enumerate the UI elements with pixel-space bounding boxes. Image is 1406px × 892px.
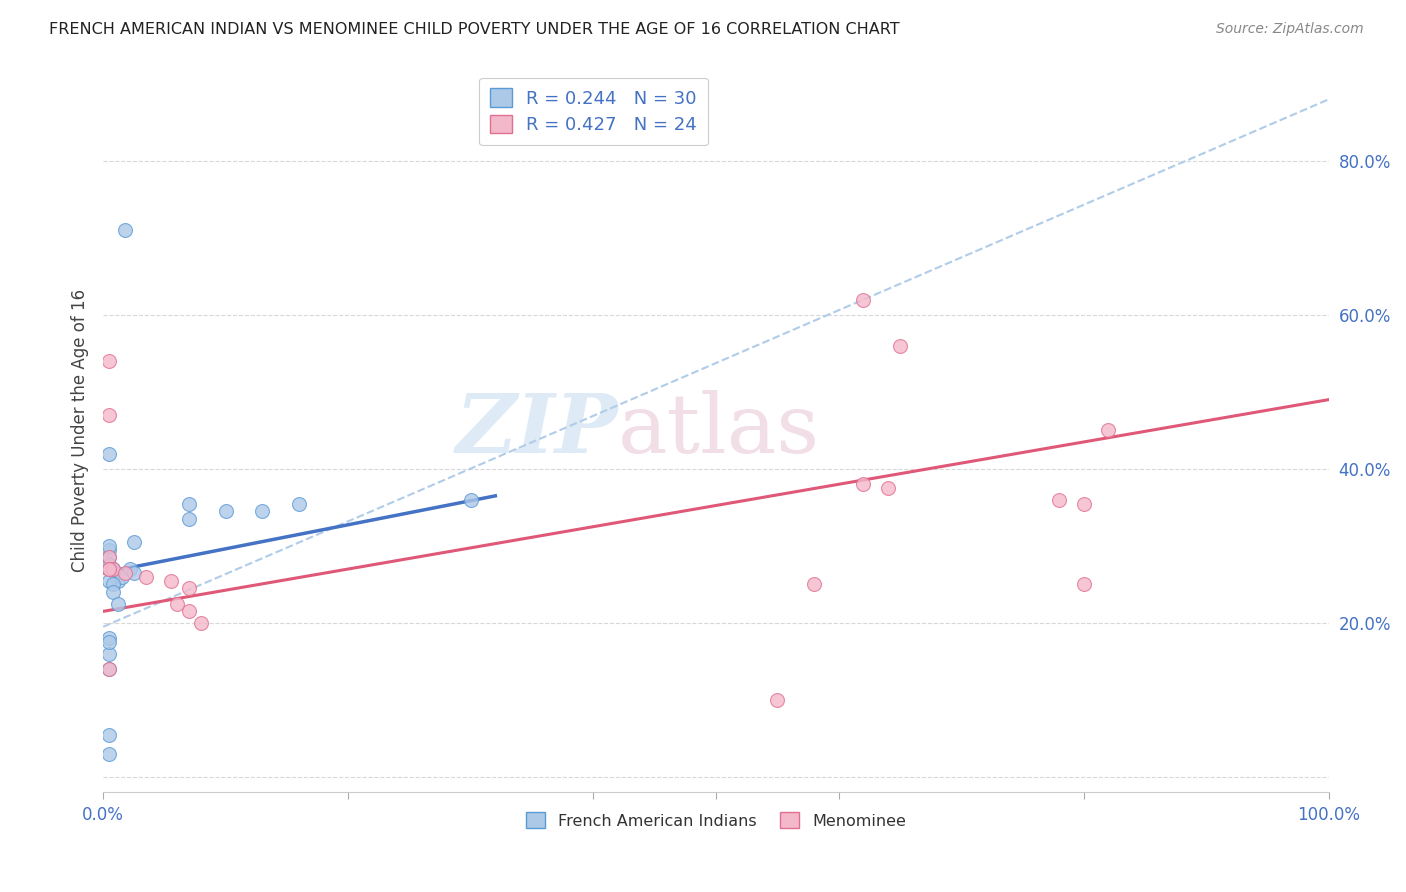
- Text: FRENCH AMERICAN INDIAN VS MENOMINEE CHILD POVERTY UNDER THE AGE OF 16 CORRELATIO: FRENCH AMERICAN INDIAN VS MENOMINEE CHIL…: [49, 22, 900, 37]
- Point: [98, 562, 121, 576]
- Point: [177, 497, 200, 511]
- Point: [98, 408, 121, 422]
- Point: [98, 542, 121, 557]
- Point: [876, 481, 898, 495]
- Point: [98, 662, 121, 676]
- Point: [98, 727, 121, 741]
- Point: [98, 550, 121, 565]
- Point: [1073, 577, 1095, 591]
- Point: [177, 581, 200, 595]
- Point: [122, 535, 145, 549]
- Point: [101, 562, 124, 576]
- Point: [98, 550, 121, 565]
- Text: ZIP: ZIP: [456, 391, 617, 470]
- Point: [101, 562, 124, 576]
- Legend: French American Indians, Menominee: French American Indians, Menominee: [519, 805, 912, 835]
- Point: [852, 477, 875, 491]
- Point: [852, 293, 875, 307]
- Point: [98, 635, 121, 649]
- Point: [98, 562, 121, 576]
- Point: [1097, 424, 1119, 438]
- Point: [803, 577, 825, 591]
- Y-axis label: Child Poverty Under the Age of 16: Child Poverty Under the Age of 16: [72, 289, 89, 572]
- Point: [460, 492, 482, 507]
- Point: [98, 446, 121, 460]
- Point: [766, 693, 789, 707]
- Point: [252, 504, 274, 518]
- Point: [101, 577, 124, 591]
- Point: [107, 574, 129, 588]
- Point: [288, 497, 311, 511]
- Point: [98, 562, 121, 576]
- Point: [215, 504, 238, 518]
- Point: [889, 339, 911, 353]
- Point: [107, 597, 129, 611]
- Point: [104, 566, 127, 580]
- Point: [159, 574, 181, 588]
- Text: atlas: atlas: [617, 391, 820, 470]
- Point: [190, 615, 212, 630]
- Point: [114, 223, 136, 237]
- Point: [98, 539, 121, 553]
- Point: [98, 558, 121, 573]
- Point: [98, 647, 121, 661]
- Point: [177, 512, 200, 526]
- Point: [98, 662, 121, 676]
- Point: [1047, 492, 1070, 507]
- Point: [120, 562, 142, 576]
- Point: [98, 632, 121, 646]
- Point: [101, 585, 124, 599]
- Point: [98, 354, 121, 368]
- Point: [122, 566, 145, 580]
- Point: [110, 570, 132, 584]
- Text: Source: ZipAtlas.com: Source: ZipAtlas.com: [1216, 22, 1364, 37]
- Point: [166, 597, 188, 611]
- Point: [135, 570, 157, 584]
- Point: [98, 574, 121, 588]
- Point: [177, 604, 200, 618]
- Point: [98, 747, 121, 761]
- Point: [114, 566, 136, 580]
- Point: [1073, 497, 1095, 511]
